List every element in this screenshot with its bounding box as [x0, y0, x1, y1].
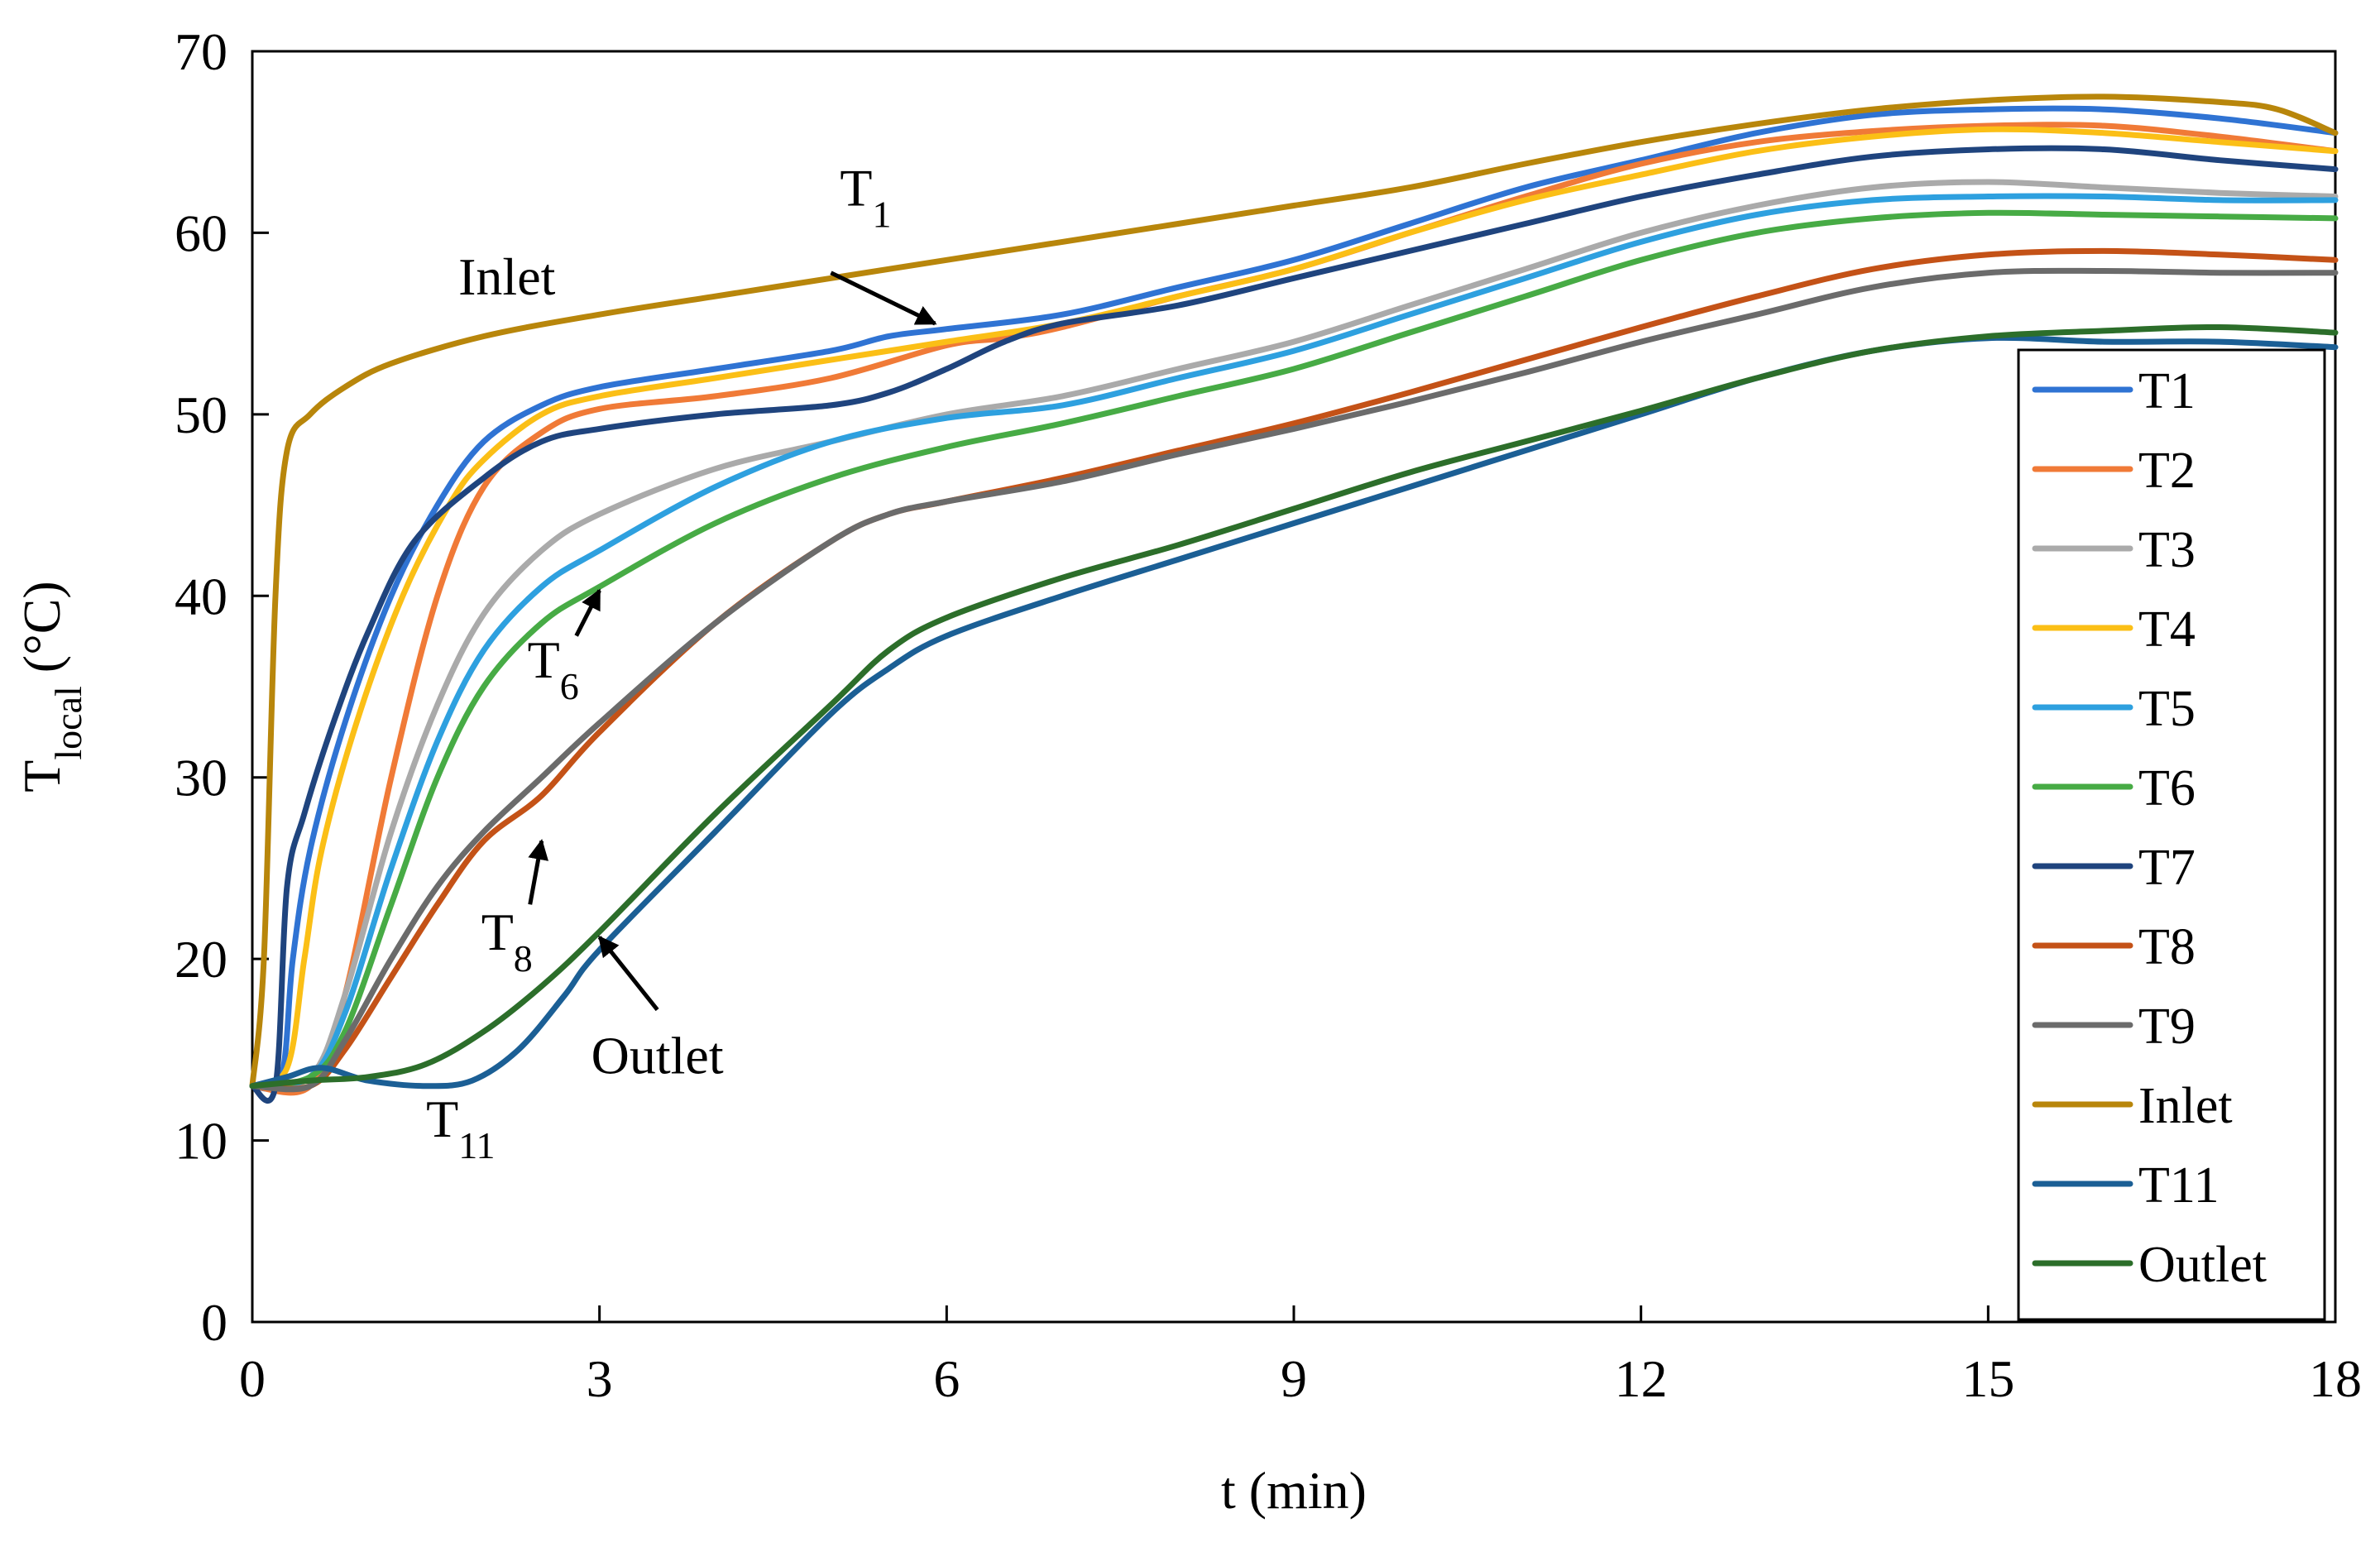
legend: T1 T2 T3 T4 T5 T6 T7 T8 T9 Inlet T11 Outlet	[2017, 348, 2326, 1321]
series-line-outlet	[249, 323, 2339, 1090]
y-tick-label: 50	[175, 386, 227, 444]
y-axis-ticks: 0 10 20 30 40 50 60 70	[175, 22, 269, 1352]
annotation-subscript: 6	[560, 665, 579, 707]
legend-label-t8: T8	[2138, 919, 2196, 975]
legend-label-t4: T4	[2138, 601, 2196, 658]
y-tick-label: 40	[175, 567, 227, 625]
y-axis-title-unit: (°C)	[12, 581, 71, 686]
legend-label-t9: T9	[2138, 999, 2196, 1055]
series-line-t3	[249, 179, 2339, 1090]
y-axis-title-sub: local	[47, 686, 89, 759]
x-tick-label: 15	[1961, 1349, 2014, 1408]
legend-label-t11: T11	[2138, 1157, 2220, 1214]
annotation-subscript: 1	[872, 193, 891, 235]
y-tick-label: 0	[201, 1293, 227, 1352]
x-tick-label: 0	[239, 1349, 266, 1408]
annotation-arrow	[574, 588, 601, 637]
x-tick-label: 12	[1615, 1349, 1668, 1408]
legend-label-t6: T6	[2138, 760, 2196, 817]
x-tick-label: 3	[587, 1349, 613, 1408]
series-line-t9	[249, 267, 2339, 1093]
annotation-label: T1	[840, 159, 891, 236]
series-line-t4	[249, 126, 2339, 1090]
y-tick-label: 10	[175, 1112, 227, 1171]
annotation-arrow	[597, 935, 659, 1012]
annotation-arrow	[830, 271, 937, 326]
series-line-t7	[249, 145, 2339, 1104]
annotation-label: Inlet	[458, 247, 556, 306]
legend-label-t3: T3	[2138, 522, 2196, 578]
y-tick-label: 30	[175, 749, 227, 807]
annotation-label: T11	[426, 1090, 495, 1166]
series-line-t8	[249, 247, 2339, 1092]
series-line-inlet	[249, 93, 2339, 1090]
legend-label-t1: T1	[2138, 363, 2196, 419]
y-tick-label: 70	[175, 22, 227, 81]
y-axis-title-main: T	[12, 760, 71, 793]
legend-box	[2017, 348, 2326, 1321]
y-axis-title: Tlocal (°C)	[12, 581, 89, 792]
annotation-main: T	[528, 630, 560, 689]
x-tick-label: 18	[2309, 1349, 2362, 1408]
annotation-main: T	[840, 159, 872, 218]
annotation-label: Outlet	[591, 1026, 724, 1085]
series-line-t2	[249, 122, 2339, 1096]
series-line-t6	[249, 209, 2339, 1090]
y-tick-label: 60	[175, 204, 227, 262]
series-lines	[249, 93, 2339, 1104]
series-line-t5	[249, 193, 2339, 1090]
y-tick-label: 20	[175, 930, 227, 989]
legend-label-t2: T2	[2138, 443, 2196, 499]
annotation-main: T	[481, 903, 514, 961]
legend-label-outlet: Outlet	[2138, 1237, 2267, 1293]
annotation-main: Inlet	[458, 247, 556, 306]
x-axis-title: t (min)	[1221, 1461, 1367, 1520]
series-line-t1	[249, 105, 2339, 1092]
legend-label-t7: T7	[2138, 840, 2196, 896]
x-axis-ticks: 0 3 6 9 12 15 18	[239, 1305, 2362, 1408]
x-tick-label: 6	[933, 1349, 960, 1408]
legend-label-t5: T5	[2138, 681, 2196, 737]
annotation-arrow	[528, 839, 548, 905]
annotation-label: T8	[481, 903, 533, 979]
annotation-main: Outlet	[591, 1026, 724, 1085]
annotation-subscript: 8	[514, 937, 533, 979]
annotation-main: T	[426, 1090, 458, 1148]
annotation-label: T6	[528, 630, 579, 707]
legend-label-inlet: Inlet	[2138, 1078, 2233, 1134]
annotation-subscript: 11	[458, 1124, 495, 1166]
x-tick-label: 9	[1281, 1349, 1307, 1408]
